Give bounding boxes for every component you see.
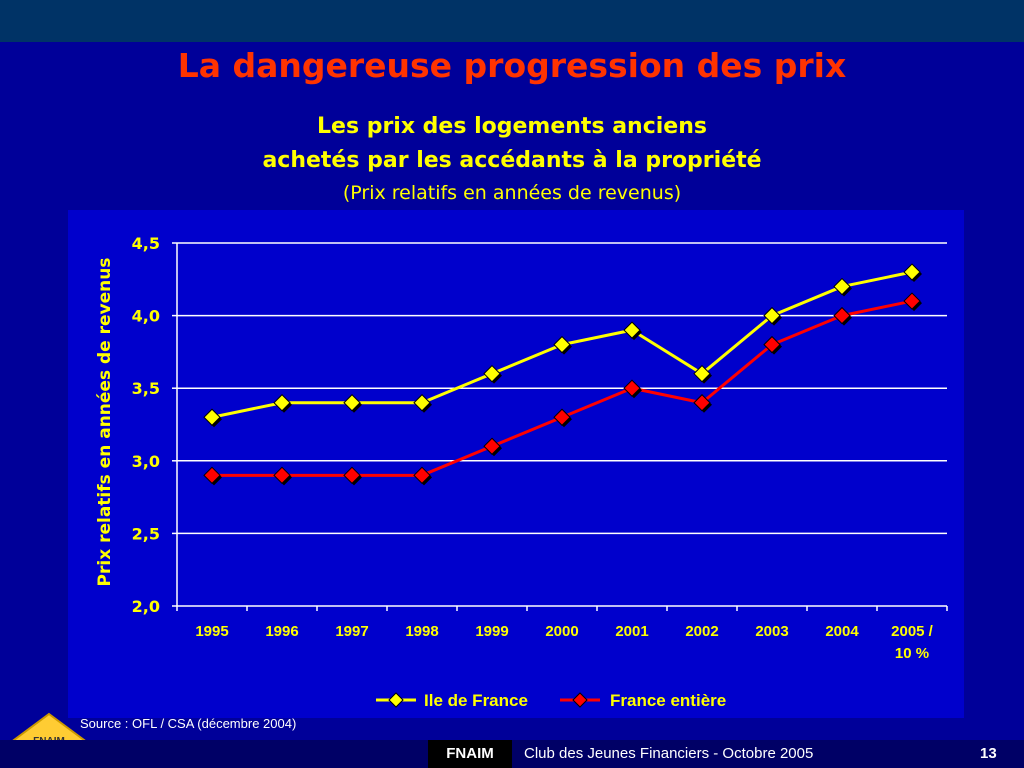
data-point [693, 394, 711, 412]
data-point [693, 364, 711, 383]
y-tick-label: 3,5 [132, 379, 160, 398]
data-point [343, 394, 361, 412]
y-tick-label: 3,0 [132, 452, 160, 471]
data-point [203, 466, 221, 485]
data-point [903, 263, 921, 281]
y-axis-label: Prix relatifs en années de revenus [95, 257, 115, 587]
top-bar [0, 0, 1024, 42]
data-point [273, 466, 291, 485]
x-tick-label: 1998 [405, 623, 438, 640]
chart-subtitle-line-3: (Prix relatifs en années de revenus) [342, 182, 682, 204]
footer-brand: FNAIM [428, 740, 512, 768]
y-tick-label: 4,5 [132, 234, 160, 253]
x-tick-label: 1999 [475, 623, 508, 640]
chart-subtitle-line-2: achetés par les accédants à la propriété [262, 148, 762, 173]
x-tick-label: 1996 [265, 623, 298, 640]
data-point [903, 292, 921, 310]
legend-marker [572, 692, 588, 708]
data-point [553, 335, 571, 354]
data-point [483, 437, 501, 455]
x-tick-label: 2003 [755, 623, 788, 640]
data-point [203, 408, 221, 426]
y-tick-label: 2,0 [132, 597, 160, 616]
chart-panel [68, 210, 964, 718]
data-point [623, 321, 641, 339]
x-tick-label: 1997 [335, 623, 368, 640]
slide-title: La dangereuse progression des prix [177, 46, 847, 85]
x-tick-label: 2001 [615, 623, 648, 640]
data-point [623, 379, 641, 397]
x-tick-label: 1995 [195, 623, 228, 640]
y-tick-label: 4,0 [132, 307, 160, 326]
data-point [553, 408, 571, 426]
x-tick-label: 2000 [545, 623, 578, 640]
footer-bar [0, 740, 1024, 768]
data-point [413, 394, 431, 412]
legend-label: Ile de France [424, 691, 528, 710]
x-tick-label: 2005 /10 % [891, 623, 934, 662]
legend-label: France entière [610, 691, 726, 710]
data-point [273, 394, 291, 412]
data-point [763, 335, 781, 354]
data-point [763, 306, 781, 325]
x-tick-label: 2002 [685, 623, 718, 640]
data-point [833, 306, 851, 325]
source-note: Source : OFL / CSA (décembre 2004) [80, 716, 297, 731]
data-point [413, 466, 431, 485]
y-tick-label: 2,5 [132, 524, 160, 543]
legend-marker [388, 692, 404, 708]
footer-text: Club des Jeunes Financiers - Octobre 200… [524, 745, 814, 762]
data-point [833, 277, 851, 296]
data-point [483, 364, 501, 383]
x-tick-label: 2004 [825, 623, 859, 640]
data-point [343, 466, 361, 485]
page-number: 13 [980, 745, 997, 762]
chart-subtitle-line-1: Les prix des logements anciens [317, 114, 707, 139]
